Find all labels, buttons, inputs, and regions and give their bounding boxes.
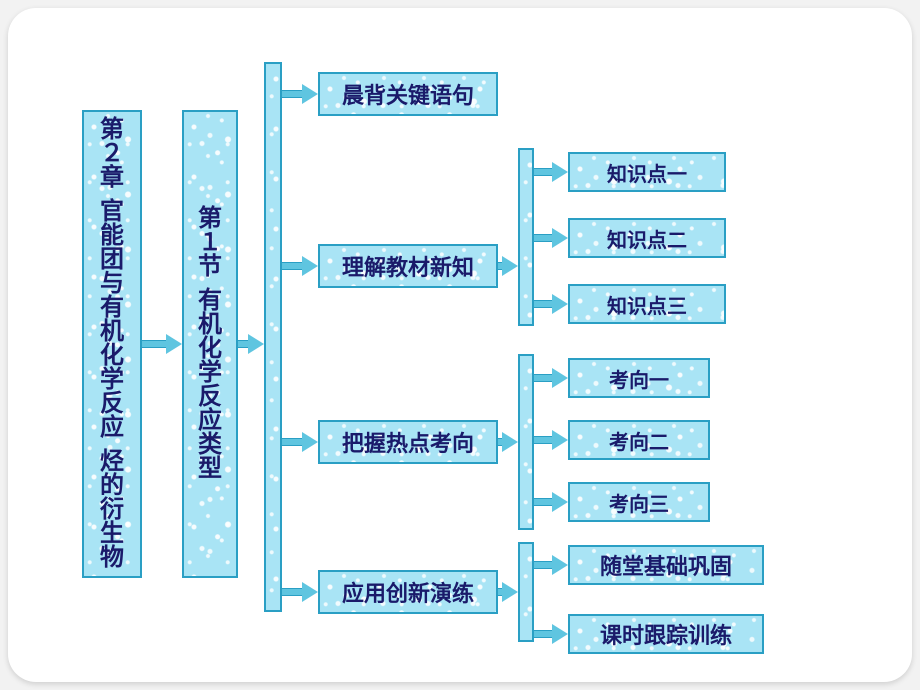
node-div2 bbox=[518, 148, 534, 326]
node-label: 考向一 bbox=[609, 364, 669, 393]
node-label: 课时跟踪训练 bbox=[600, 618, 732, 650]
node-t2c: 知识点三 bbox=[568, 284, 726, 324]
edge-arrowhead bbox=[552, 368, 568, 388]
node-label: 第１节 有机化学反应类型 bbox=[198, 207, 222, 481]
edge-arrowhead bbox=[302, 256, 318, 276]
node-label: 考向三 bbox=[609, 488, 669, 517]
edge-shaft bbox=[534, 374, 554, 382]
edge-arrowhead bbox=[502, 432, 518, 452]
edge-arrowhead bbox=[552, 162, 568, 182]
edge-shaft bbox=[534, 300, 554, 308]
node-label: 知识点二 bbox=[607, 224, 687, 253]
edge-arrowhead bbox=[552, 228, 568, 248]
node-t4a: 随堂基础巩固 bbox=[568, 545, 764, 585]
edge-arrowhead bbox=[552, 430, 568, 450]
edge-arrowhead bbox=[552, 294, 568, 314]
node-t3a: 考向一 bbox=[568, 358, 710, 398]
node-topic1: 晨背关键语句 bbox=[318, 72, 498, 116]
node-label: 晨背关键语句 bbox=[342, 78, 474, 110]
node-topic2: 理解教材新知 bbox=[318, 244, 498, 288]
node-topic3: 把握热点考向 bbox=[318, 420, 498, 464]
node-t3b: 考向二 bbox=[568, 420, 710, 460]
node-t2b: 知识点二 bbox=[568, 218, 726, 258]
edge-shaft bbox=[534, 630, 554, 638]
node-divider bbox=[264, 62, 282, 612]
node-t2a: 知识点一 bbox=[568, 152, 726, 192]
edge-shaft bbox=[534, 561, 554, 569]
node-label: 第２章 官能团与有机化学反应 烃的衍生物 bbox=[100, 118, 124, 570]
edge-shaft bbox=[282, 262, 304, 270]
edge-shaft bbox=[534, 168, 554, 176]
edge-arrowhead bbox=[552, 555, 568, 575]
edge-arrowhead bbox=[302, 432, 318, 452]
edge-shaft bbox=[534, 234, 554, 242]
node-label: 知识点三 bbox=[607, 290, 687, 319]
node-t3c: 考向三 bbox=[568, 482, 710, 522]
edge-arrowhead bbox=[502, 582, 518, 602]
edge-shaft bbox=[142, 340, 168, 348]
edge-shaft bbox=[534, 436, 554, 444]
node-chapter: 第２章 官能团与有机化学反应 烃的衍生物 bbox=[82, 110, 142, 578]
edge-arrowhead bbox=[502, 256, 518, 276]
edge-shaft bbox=[534, 498, 554, 506]
edge-shaft bbox=[282, 438, 304, 446]
node-label: 考向二 bbox=[609, 426, 669, 455]
node-label: 随堂基础巩固 bbox=[600, 549, 732, 581]
edge-arrowhead bbox=[552, 624, 568, 644]
node-label: 应用创新演练 bbox=[342, 576, 474, 608]
edge-arrowhead bbox=[552, 492, 568, 512]
edge-arrowhead bbox=[166, 334, 182, 354]
node-section: 第１节 有机化学反应类型 bbox=[182, 110, 238, 578]
node-topic4: 应用创新演练 bbox=[318, 570, 498, 614]
node-label: 理解教材新知 bbox=[342, 250, 474, 282]
edge-arrowhead bbox=[248, 334, 264, 354]
node-label: 把握热点考向 bbox=[342, 426, 474, 458]
node-div4 bbox=[518, 542, 534, 642]
edge-shaft bbox=[282, 90, 304, 98]
edge-arrowhead bbox=[302, 582, 318, 602]
node-t4b: 课时跟踪训练 bbox=[568, 614, 764, 654]
node-label: 知识点一 bbox=[607, 158, 687, 187]
edge-arrowhead bbox=[302, 84, 318, 104]
node-div3 bbox=[518, 354, 534, 530]
edge-shaft bbox=[282, 588, 304, 596]
